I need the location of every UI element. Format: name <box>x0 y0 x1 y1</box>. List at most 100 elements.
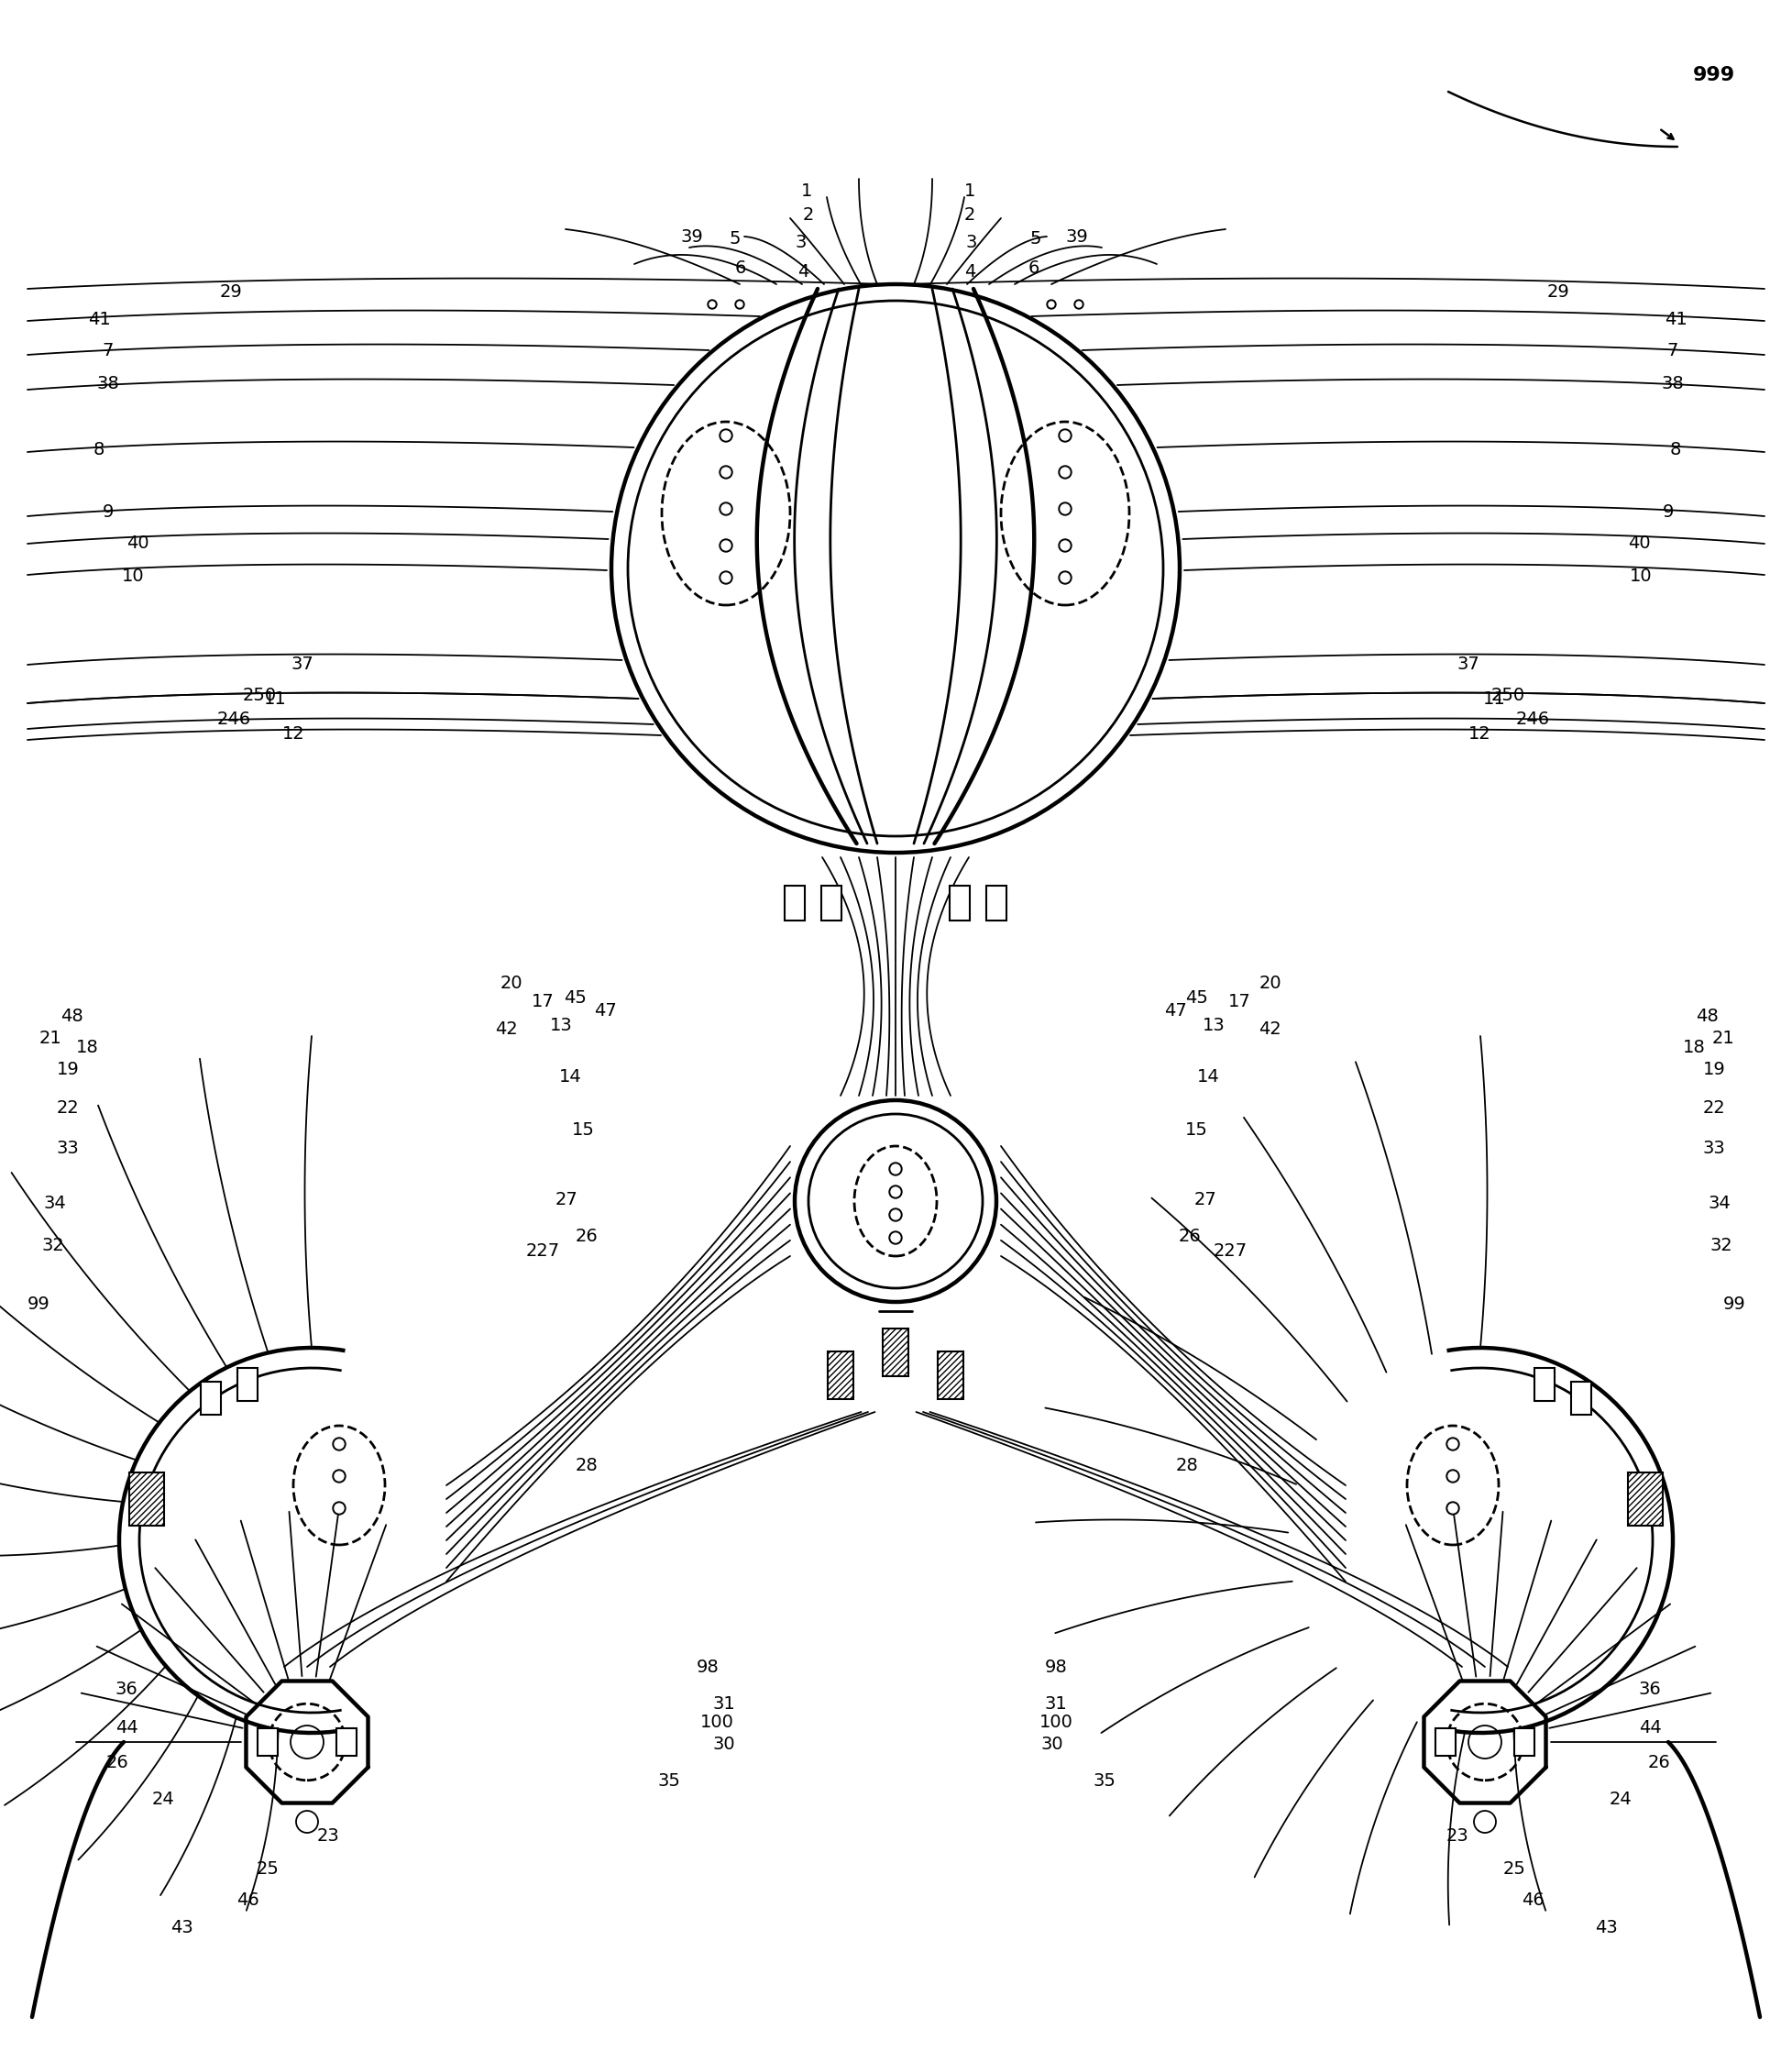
Circle shape <box>1059 429 1072 441</box>
Text: 8: 8 <box>93 441 104 457</box>
Circle shape <box>1077 301 1082 308</box>
Text: 43: 43 <box>1595 1918 1616 1936</box>
Text: 5: 5 <box>1030 230 1041 246</box>
Text: 32: 32 <box>41 1237 65 1253</box>
Circle shape <box>708 299 717 310</box>
Text: 32: 32 <box>1710 1237 1733 1253</box>
Text: 99: 99 <box>1722 1294 1745 1313</box>
Text: 35: 35 <box>1093 1772 1116 1788</box>
Text: 15: 15 <box>572 1120 595 1138</box>
Circle shape <box>891 1233 900 1243</box>
FancyBboxPatch shape <box>937 1352 964 1399</box>
Circle shape <box>722 541 731 550</box>
Text: 29: 29 <box>1546 283 1570 299</box>
Text: 250: 250 <box>242 687 276 703</box>
Circle shape <box>889 1185 901 1198</box>
Text: 8: 8 <box>1670 441 1681 457</box>
Circle shape <box>720 429 733 441</box>
Text: 7: 7 <box>102 343 115 359</box>
Text: 45: 45 <box>1186 989 1208 1007</box>
FancyBboxPatch shape <box>129 1473 165 1526</box>
Circle shape <box>1448 1440 1457 1448</box>
Circle shape <box>335 1440 344 1448</box>
FancyBboxPatch shape <box>986 886 1007 921</box>
FancyBboxPatch shape <box>258 1729 278 1756</box>
FancyBboxPatch shape <box>785 886 805 921</box>
Text: 33: 33 <box>1702 1138 1726 1157</box>
Text: 38: 38 <box>97 375 120 392</box>
Text: 34: 34 <box>1708 1194 1731 1212</box>
Circle shape <box>891 1188 900 1196</box>
Text: 28: 28 <box>575 1456 599 1475</box>
Text: 19: 19 <box>1702 1060 1726 1077</box>
Circle shape <box>889 1208 901 1220</box>
Text: 18: 18 <box>1683 1038 1706 1056</box>
Text: 40: 40 <box>1627 533 1650 552</box>
Text: 30: 30 <box>713 1735 735 1752</box>
Text: 26: 26 <box>575 1226 599 1245</box>
Circle shape <box>335 1471 344 1481</box>
Text: 3: 3 <box>966 234 977 250</box>
Text: 17: 17 <box>530 993 554 1009</box>
Circle shape <box>722 505 731 513</box>
Circle shape <box>335 1503 344 1514</box>
FancyBboxPatch shape <box>1572 1382 1591 1415</box>
Text: 33: 33 <box>57 1138 79 1157</box>
Text: 20: 20 <box>500 974 523 991</box>
Text: 24: 24 <box>1609 1791 1633 1807</box>
Text: 98: 98 <box>697 1657 719 1676</box>
Text: 6: 6 <box>1029 260 1039 277</box>
Text: 26: 26 <box>106 1754 129 1770</box>
FancyBboxPatch shape <box>201 1382 220 1415</box>
Text: 19: 19 <box>57 1060 79 1077</box>
Text: 21: 21 <box>39 1030 61 1046</box>
Text: 41: 41 <box>88 310 111 328</box>
Circle shape <box>1061 505 1070 513</box>
Text: 39: 39 <box>681 228 704 246</box>
Text: 20: 20 <box>1260 974 1281 991</box>
Text: 15: 15 <box>1185 1120 1208 1138</box>
Text: 37: 37 <box>1457 654 1480 673</box>
Circle shape <box>1059 466 1072 478</box>
Circle shape <box>1061 541 1070 550</box>
Circle shape <box>1448 1503 1457 1514</box>
Text: 4: 4 <box>964 263 975 281</box>
Circle shape <box>735 299 744 310</box>
Text: 46: 46 <box>1521 1891 1545 1907</box>
Text: 35: 35 <box>658 1772 681 1788</box>
Circle shape <box>722 468 731 476</box>
FancyBboxPatch shape <box>1435 1729 1455 1756</box>
Text: 44: 44 <box>115 1719 138 1737</box>
Circle shape <box>1061 431 1070 441</box>
Text: 3: 3 <box>796 234 806 250</box>
Text: 29: 29 <box>220 283 242 299</box>
Circle shape <box>710 301 715 308</box>
Text: 18: 18 <box>75 1038 99 1056</box>
FancyBboxPatch shape <box>337 1729 357 1756</box>
Text: 10: 10 <box>122 566 143 585</box>
Text: 11: 11 <box>263 689 287 708</box>
Circle shape <box>722 431 731 441</box>
Text: 31: 31 <box>1045 1694 1068 1713</box>
Text: 24: 24 <box>152 1791 174 1807</box>
Text: 38: 38 <box>1661 375 1684 392</box>
Text: 100: 100 <box>1039 1713 1073 1731</box>
Text: 4: 4 <box>797 263 808 281</box>
Circle shape <box>1061 468 1070 476</box>
Text: 27: 27 <box>1193 1190 1217 1208</box>
Text: 26: 26 <box>1649 1754 1670 1770</box>
Circle shape <box>737 301 742 308</box>
Text: 13: 13 <box>1202 1017 1226 1034</box>
Text: 28: 28 <box>1176 1456 1199 1475</box>
FancyBboxPatch shape <box>1534 1368 1555 1401</box>
Text: 47: 47 <box>593 1001 616 1019</box>
Text: 98: 98 <box>1045 1657 1068 1676</box>
FancyBboxPatch shape <box>828 1352 853 1399</box>
FancyBboxPatch shape <box>821 886 842 921</box>
Circle shape <box>720 466 733 478</box>
Text: 12: 12 <box>281 724 305 742</box>
Text: 9: 9 <box>102 502 115 521</box>
Circle shape <box>891 1165 900 1173</box>
Text: 2: 2 <box>803 205 814 224</box>
Text: 13: 13 <box>550 1017 572 1034</box>
